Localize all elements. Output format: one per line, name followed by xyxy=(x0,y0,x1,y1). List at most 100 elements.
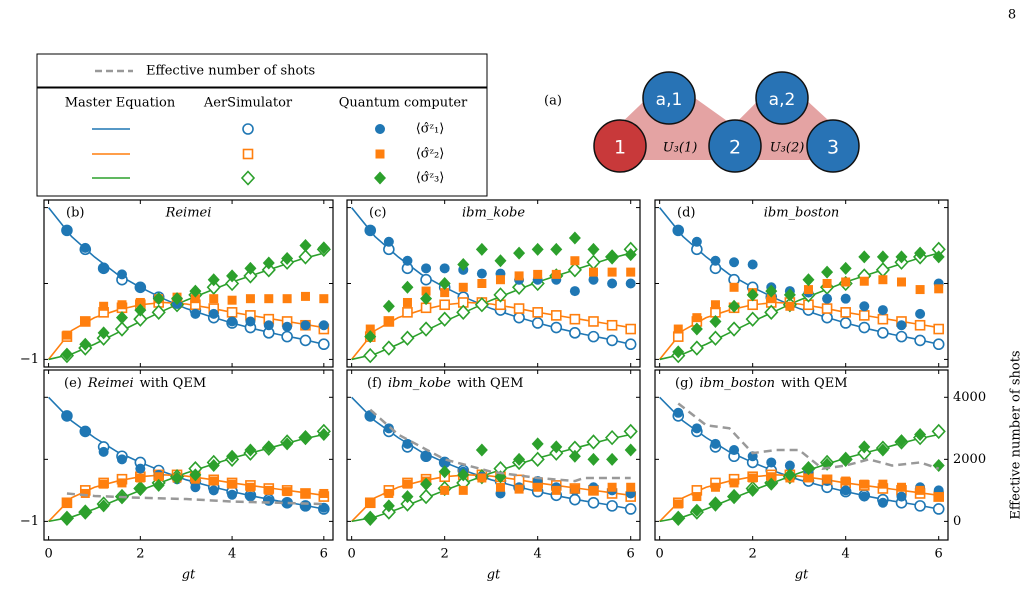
sim-point xyxy=(839,317,852,329)
sim-point xyxy=(226,307,238,318)
model-line xyxy=(351,207,631,346)
sim-point xyxy=(931,423,946,440)
qc-point xyxy=(821,265,834,279)
qc-point xyxy=(514,484,524,494)
x-tick-label: 4 xyxy=(228,547,236,562)
qc-point xyxy=(457,258,470,272)
qc-point xyxy=(171,292,184,306)
qc-point xyxy=(858,440,871,454)
sim-point xyxy=(858,321,871,334)
qc-point xyxy=(300,488,310,498)
qc-point xyxy=(876,250,889,264)
y2-tick-label: 2000 xyxy=(953,452,986,467)
sim-point xyxy=(914,500,926,512)
qc-point xyxy=(729,257,740,268)
qc-point xyxy=(365,225,376,236)
panel-title: (g) ibm_boston with QEM xyxy=(675,376,848,391)
qc-point xyxy=(896,277,906,287)
qc-point xyxy=(458,485,468,495)
qc-point xyxy=(477,279,487,288)
qc-point xyxy=(858,250,871,264)
qc-point xyxy=(672,345,685,359)
qc-point xyxy=(282,294,292,304)
qc-point xyxy=(624,248,637,262)
qc-point xyxy=(690,322,703,336)
qc-point xyxy=(839,261,852,275)
qc-point xyxy=(189,284,202,298)
model-line xyxy=(659,474,939,522)
sim-point xyxy=(318,338,330,351)
sim-point xyxy=(606,334,618,347)
legend-swatch xyxy=(242,123,254,135)
qc-point xyxy=(421,451,432,462)
model-line xyxy=(351,252,631,361)
qc-point xyxy=(896,482,906,492)
qc-point xyxy=(440,288,450,298)
qc-point xyxy=(691,236,702,247)
qc-point xyxy=(99,301,109,311)
qc-point xyxy=(568,231,581,245)
sim-point xyxy=(114,321,130,337)
sim-point xyxy=(877,313,889,325)
sim-point xyxy=(569,327,581,339)
qc-point xyxy=(401,280,414,294)
qc-point xyxy=(932,459,945,473)
sim-point xyxy=(726,321,742,337)
qc-point xyxy=(245,316,256,327)
legend-swatch xyxy=(374,171,386,185)
qc-point xyxy=(117,300,127,310)
qc-point xyxy=(587,242,600,256)
qc-point xyxy=(245,491,256,502)
panel-title-suffix: with QEM xyxy=(457,376,523,391)
sim-point xyxy=(474,297,489,313)
y-tick-label: −1 xyxy=(20,352,39,367)
sim-point xyxy=(587,330,600,343)
qc-point xyxy=(747,259,758,270)
qc-point xyxy=(514,271,524,281)
model-line xyxy=(351,396,631,510)
qc-point xyxy=(226,269,239,283)
qc-point xyxy=(748,473,758,483)
panel-label: (g) xyxy=(675,376,693,391)
qc-point xyxy=(691,423,702,434)
qc-point xyxy=(227,479,237,489)
qc-point xyxy=(80,488,90,498)
qc-point xyxy=(877,305,888,316)
qc-point xyxy=(244,443,257,457)
qc-point xyxy=(364,330,377,344)
legend-header: Quantum computer xyxy=(339,96,468,111)
qc-point xyxy=(709,314,722,328)
qc-point xyxy=(319,488,329,498)
qc-point xyxy=(494,254,507,268)
qc-point xyxy=(784,460,795,471)
x-tick-label: 4 xyxy=(842,547,850,562)
qc-point xyxy=(729,282,739,292)
qc-point xyxy=(783,468,796,482)
qc-point xyxy=(134,303,147,317)
qc-point xyxy=(672,511,685,525)
qc-point xyxy=(513,452,526,466)
qc-point xyxy=(364,511,377,525)
qc-point xyxy=(209,294,219,304)
sim-point xyxy=(513,311,525,324)
qc-point xyxy=(766,472,776,482)
panel-title-name: Reimei xyxy=(87,376,134,391)
sim-point xyxy=(567,262,582,278)
panel-title-name: ibm_kobe xyxy=(388,376,451,391)
ancilla-node xyxy=(642,71,696,125)
sim-point xyxy=(439,299,450,311)
qc-point xyxy=(476,268,487,279)
qc-point xyxy=(673,225,684,236)
qc-point xyxy=(207,273,220,287)
qc-point xyxy=(915,308,926,319)
legend-header: AerSimulator xyxy=(203,96,293,111)
panel-title-suffix: with QEM xyxy=(781,376,847,391)
gate-label: U₃(2) xyxy=(770,141,805,156)
sim-point xyxy=(895,330,908,343)
legend-label: ⟨σ̂ᶻ₁⟩ xyxy=(416,122,445,137)
sim-point xyxy=(418,321,434,337)
qc-point xyxy=(626,482,636,492)
qc-point xyxy=(746,288,759,302)
qc-point xyxy=(227,316,238,327)
